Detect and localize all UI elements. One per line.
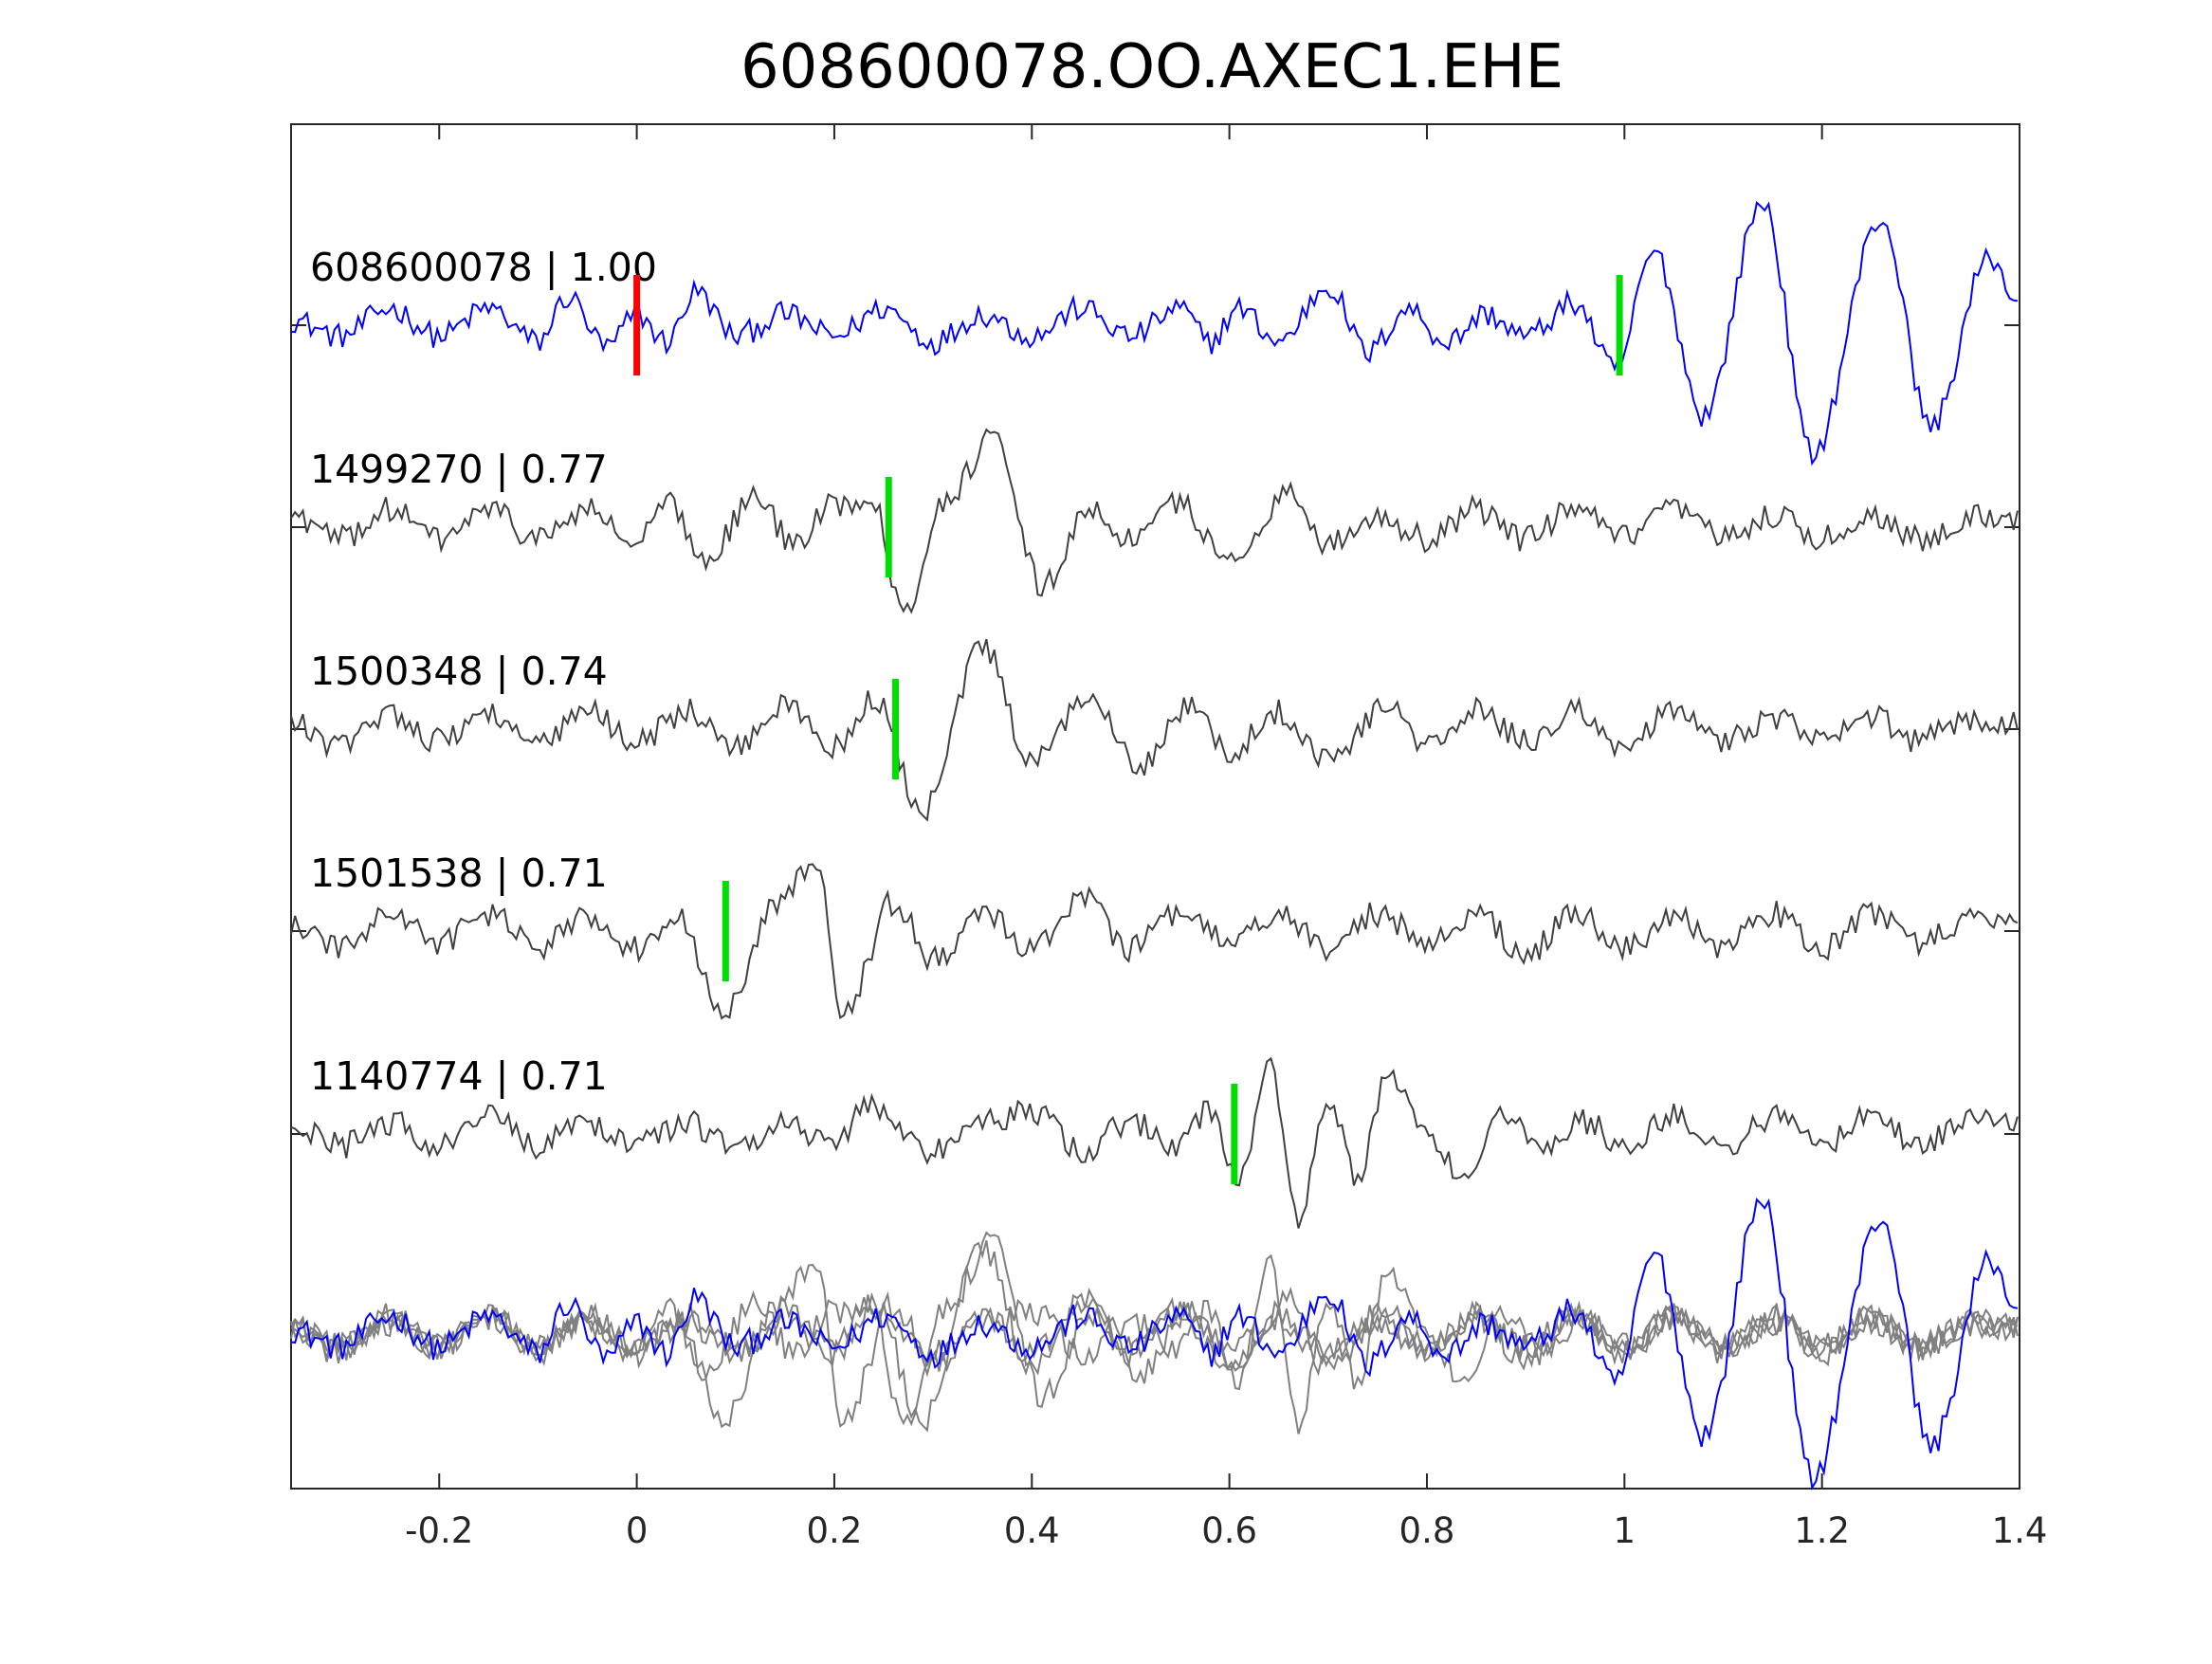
trace-line-608600078 [290,200,2019,466]
overlay-line-608600078 [290,1198,2019,1490]
x-tick-label: 1.4 [1992,1510,2048,1551]
x-tick-label: -0.2 [405,1510,473,1551]
trace-label-1499270: 1499270 | 0.77 [310,447,608,492]
trace-label-1501538: 1501538 | 0.71 [310,850,608,896]
trace-label-608600078: 608600078 | 1.00 [310,245,657,290]
trace-stack: 608600078 | 1.00 1499270 | 0.77 1500348 | … [290,200,2020,1229]
x-tick-label: 0.8 [1399,1510,1455,1551]
x-tick-label: 1 [1614,1510,1636,1551]
trace-line-1140774 [290,1056,2019,1229]
overlay-stack [290,1198,2019,1490]
plot-frame [290,123,2020,1490]
x-tick-label: 0 [626,1510,649,1551]
trace-line-1500348 [290,638,2019,822]
x-tick-label: 1.2 [1794,1510,1850,1551]
chart-title: 608600078.OO.AXEC1.EHE [740,32,1563,102]
trace-line-1499270 [290,428,2019,614]
trace-label-1140774: 1140774 | 0.71 [310,1053,608,1099]
x-tick-label: 0.6 [1201,1510,1257,1551]
trace-label-1500348: 1500348 | 0.74 [310,649,608,694]
x-tick-label: 0.4 [1004,1510,1060,1551]
x-axis: -0.2 0 0.2 0.4 0.6 0.8 1 1.2 1.4 [405,124,2047,1551]
x-tick-label: 0.2 [807,1510,863,1551]
trace-line-1501538 [290,863,2019,1020]
overlay-line-1140774 [290,1253,2019,1435]
overlay-line-1499270 [290,1231,2019,1427]
